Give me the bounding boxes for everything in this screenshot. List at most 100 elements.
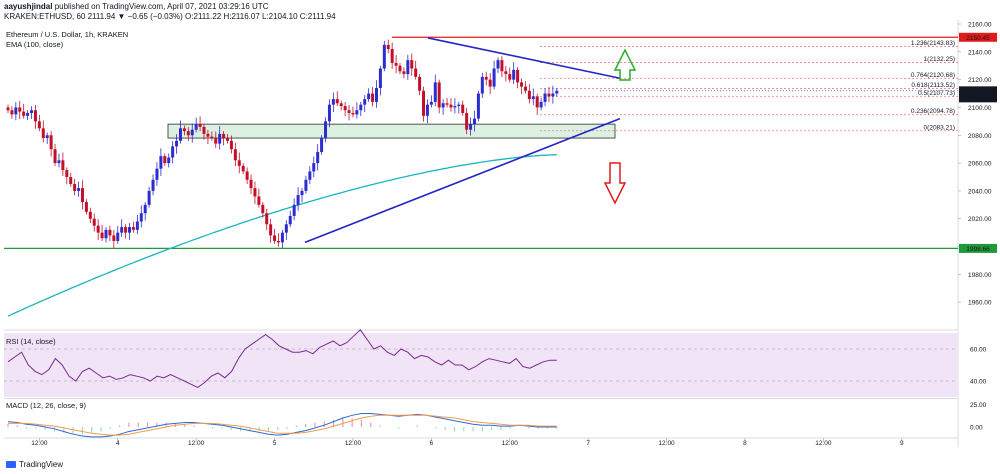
candle-body	[57, 160, 61, 164]
time-tick-label: 12:00	[658, 440, 675, 447]
candle-body	[202, 126, 206, 134]
candle-body	[206, 133, 210, 137]
candle-body	[402, 71, 406, 75]
candle-body	[163, 156, 167, 164]
candle-body	[257, 196, 261, 205]
candle-body	[422, 90, 426, 116]
rsi-band	[4, 333, 958, 397]
candle-body	[504, 71, 508, 75]
candle-body	[273, 235, 277, 241]
fib-level-label: 0.236(2094.78)	[911, 108, 955, 115]
bearish-arrow-icon	[603, 162, 627, 205]
candle-body	[186, 131, 190, 136]
candle-body	[253, 188, 257, 197]
price-tick-label: 2160.00	[968, 22, 992, 29]
chart-title: Ethereum / U.S. Dollar, 1h, KRAKEN	[6, 30, 129, 39]
candle-body	[527, 90, 531, 100]
time-tick-label: 12:00	[188, 440, 205, 447]
candle-body	[10, 110, 14, 115]
tradingview-label: TradingView	[19, 460, 64, 469]
candle-body	[394, 62, 398, 66]
time-tick-label: 12:00	[815, 440, 832, 447]
candle-body	[374, 87, 378, 102]
price-tick-label: 1960.00	[968, 300, 992, 307]
candle-body	[77, 188, 81, 191]
candle-body	[135, 221, 139, 230]
candle-body	[143, 204, 147, 214]
publish-info: aayushjindal published on TradingView.co…	[4, 2, 268, 11]
candle-body	[347, 110, 351, 114]
candle-body	[100, 232, 104, 239]
price-tick-label: 2020.00	[968, 216, 992, 223]
candle-body	[539, 101, 543, 108]
candle-body	[312, 163, 316, 172]
resistance-price-tag	[959, 32, 997, 42]
candle-body	[229, 140, 233, 150]
candle-body	[37, 121, 41, 129]
candle-body	[429, 101, 433, 105]
candle-body	[472, 118, 476, 125]
candle-body	[147, 190, 151, 205]
candle-body	[88, 211, 92, 219]
candle-body	[327, 104, 331, 122]
candle-body	[182, 128, 186, 132]
candle-body	[512, 69, 516, 80]
candle-body	[331, 99, 335, 105]
candle-body	[292, 204, 296, 216]
candle-body	[500, 60, 504, 72]
candle-body	[496, 60, 500, 69]
macd-tick-label: 25.00	[970, 402, 987, 409]
candle-body	[84, 202, 88, 212]
candle-body	[492, 68, 496, 87]
candle-body	[92, 218, 96, 226]
price-tick-label: 1980.00	[968, 272, 992, 279]
candle-body	[45, 135, 49, 139]
candle-body	[261, 204, 265, 214]
candle-body	[159, 156, 163, 169]
candle-body	[190, 129, 194, 136]
candle-body	[26, 113, 30, 116]
candle-body	[69, 177, 73, 184]
candle-body	[210, 136, 214, 139]
candle-body	[469, 124, 473, 130]
candle-body	[61, 160, 65, 171]
fib-level-label: 0.764(2120.68)	[911, 72, 955, 79]
support-zone	[167, 123, 616, 139]
price-tick-label: 2140.00	[968, 49, 992, 56]
bullish-arrow-icon	[613, 48, 637, 81]
candle-body	[453, 106, 457, 108]
candle-body	[288, 215, 292, 225]
candle-body	[437, 82, 441, 108]
ema-100-line	[7, 154, 557, 317]
rsi-tick-label: 40.00	[970, 379, 987, 386]
candle-body	[476, 93, 480, 119]
time-tick-label: 4	[116, 440, 120, 447]
candle-body	[449, 104, 453, 108]
candle-body	[226, 138, 230, 141]
candle-body	[65, 170, 69, 177]
candle-body	[280, 232, 284, 243]
candle-body	[551, 93, 555, 97]
rsi-tick-label: 60.00	[970, 347, 987, 354]
candle-body	[167, 157, 171, 164]
candle-body	[171, 146, 175, 158]
candle-body	[531, 96, 535, 100]
rsi-line	[7, 329, 557, 388]
time-tick-label: 12:00	[345, 440, 362, 447]
macd-legend: MACD (12, 26, close, 9)	[6, 401, 87, 410]
tradingview-logo[interactable]: TradingView	[6, 460, 63, 469]
candle-body	[233, 149, 237, 161]
candle-body	[484, 76, 488, 80]
time-tick-label: 12:00	[31, 440, 48, 447]
candle-body	[276, 240, 280, 243]
candle-body	[49, 135, 53, 150]
author-name: aayushjindal	[4, 2, 53, 11]
fib-level-label: 0.618(2113.52)	[911, 82, 955, 89]
candle-body	[457, 104, 461, 107]
candle-body	[22, 111, 26, 116]
candle-body	[222, 133, 226, 139]
macd-line	[7, 413, 557, 438]
candle-body	[359, 104, 363, 111]
candle-body	[523, 86, 527, 91]
